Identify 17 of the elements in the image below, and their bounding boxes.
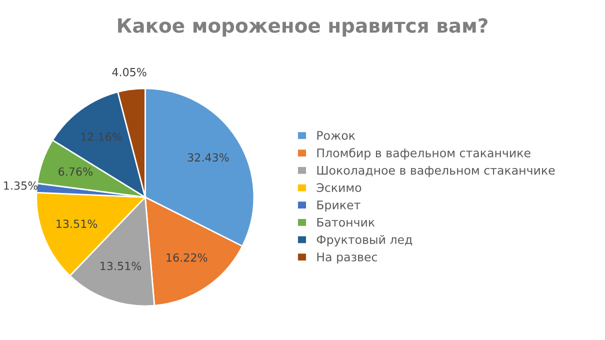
data-label: 12.16% — [81, 132, 122, 141]
legend-label: Шоколадное в вафельном стаканчике — [317, 166, 555, 178]
legend-label: Рожок — [317, 131, 356, 140]
data-label: 6.76% — [58, 167, 92, 176]
legend-label: Батончик — [317, 218, 375, 227]
legend-label: На развес — [317, 252, 378, 264]
data-label: 13.51% — [56, 220, 98, 228]
legend-label: Пломбир в вафельном стаканчике — [317, 148, 530, 160]
data-label: 16.22% — [166, 253, 208, 262]
data-label: 4.05% — [112, 68, 146, 76]
legend-label: Эскимо — [316, 183, 362, 192]
legend-label: Брикет — [317, 200, 360, 212]
chart-title: Какое мороженое нравится вам? — [118, 18, 488, 37]
data-label: 32.43% — [188, 153, 229, 162]
legend-label: Фруктовый лед — [316, 234, 412, 246]
data-label: 13.51% — [100, 262, 142, 270]
data-label: 1.35% — [4, 181, 38, 190]
